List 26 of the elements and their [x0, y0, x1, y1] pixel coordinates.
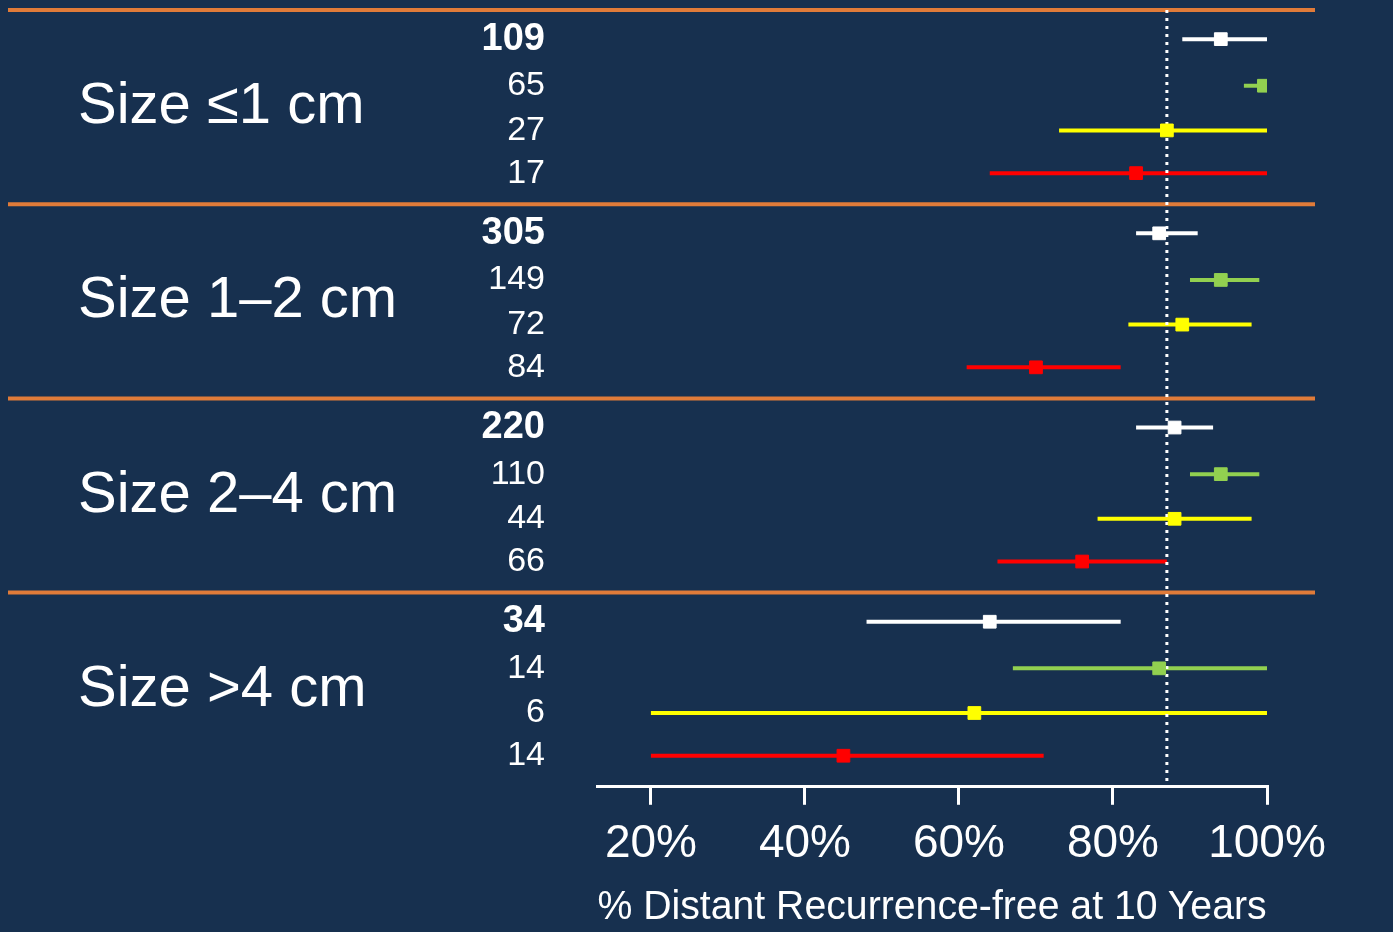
y-tick-label: Size 1–2 cm [78, 264, 398, 330]
text: 66 [507, 539, 545, 578]
text: 149 [488, 258, 545, 297]
text: 44 [507, 497, 545, 536]
text: 72 [507, 302, 545, 341]
text: 14 [507, 734, 545, 773]
text: 109 [481, 15, 545, 58]
x-tick-label: 100% [1208, 815, 1326, 868]
text: 14 [507, 646, 545, 685]
text: 110 [490, 452, 545, 491]
y-tick-label: Size >4 cm [78, 652, 367, 718]
x-tick-label: 20% [604, 815, 697, 868]
text: 27 [507, 108, 545, 147]
text: 220 [481, 404, 545, 447]
text: 305 [481, 209, 545, 252]
y-tick-label: Size 2–4 cm [78, 458, 398, 524]
y-tick-label: Size ≤1 cm [78, 70, 365, 136]
x-tick-label: 60% [912, 815, 1005, 868]
text: 65 [507, 64, 545, 103]
text: 34 [502, 598, 545, 641]
x-tick-label: 40% [758, 815, 851, 868]
text: 6 [526, 691, 545, 730]
text: 17 [507, 151, 545, 190]
x-axis-title: % Distant Recurrence-free at 10 Years [597, 882, 1267, 928]
text: 84 [507, 345, 545, 384]
x-tick-label: 80% [1066, 815, 1160, 868]
